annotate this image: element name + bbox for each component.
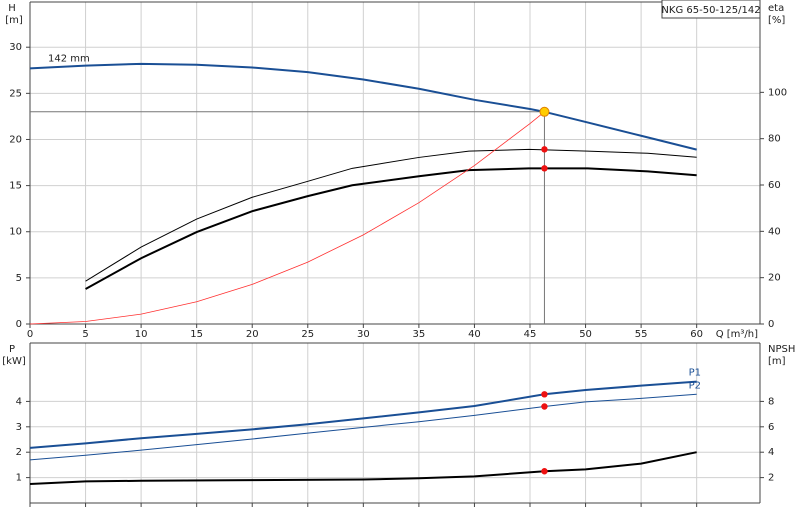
duty-point	[541, 146, 548, 153]
y-tick-label: 10	[9, 227, 22, 238]
y2-tick-label: 100	[768, 87, 787, 98]
x-tick-label: 10	[135, 329, 148, 340]
x-tick-label: 45	[524, 329, 537, 340]
curve-label: P1	[689, 368, 701, 379]
y2-tick-label: 40	[768, 226, 781, 237]
title-box	[661, 0, 761, 19]
y2-axis-unit: [%]	[768, 15, 785, 26]
y-tick-label: 15	[9, 181, 22, 192]
x-tick-label: 35	[413, 329, 426, 340]
y-axis-label: P	[9, 344, 15, 355]
y2-tick-label: 0	[768, 319, 774, 330]
y2-axis-label: NPSH	[768, 344, 795, 355]
curve	[29, 451, 697, 485]
duty-point	[541, 391, 548, 398]
x-tick-label: 25	[301, 329, 314, 340]
duty-point	[541, 403, 548, 410]
duty-point	[541, 165, 548, 172]
x-tick-label: 50	[579, 329, 592, 340]
x-tick-label: 60	[690, 329, 703, 340]
x-tick-label: 0	[27, 329, 33, 340]
y2-tick-label: 80	[768, 134, 781, 145]
x-tick-label: 15	[190, 329, 203, 340]
y-tick-label: 25	[9, 88, 22, 99]
y2-tick-label: 2	[768, 473, 774, 484]
x-tick-label: 40	[468, 329, 481, 340]
operating-point	[539, 106, 550, 117]
x-tick-label: 5	[82, 329, 88, 340]
y-tick-label: 30	[9, 42, 22, 53]
y-axis-label: H	[8, 3, 16, 14]
y2-tick-label: 60	[768, 180, 781, 191]
y-tick-label: 0	[16, 319, 22, 330]
y-tick-label: 3	[16, 422, 22, 433]
y2-axis-label: eta	[768, 3, 784, 14]
y-axis-unit: [kW]	[2, 356, 26, 367]
curve	[29, 62, 697, 151]
y-axis-unit: [m]	[5, 15, 23, 26]
y2-tick-label: 8	[768, 396, 774, 407]
chart-title: NKG 65-50-125/142	[661, 5, 760, 16]
x-axis-label: Q [m³/h]	[716, 329, 758, 340]
y-tick-label: 1	[16, 473, 22, 484]
y-tick-label: 2	[16, 447, 22, 458]
curve-label: 142 mm	[48, 53, 90, 64]
y2-axis-unit: [m]	[768, 356, 786, 367]
x-tick-label: 55	[635, 329, 648, 340]
y2-tick-label: 20	[768, 273, 781, 284]
duty-point	[541, 468, 548, 475]
curve	[29, 393, 697, 461]
curve	[29, 111, 545, 325]
curve	[85, 167, 697, 290]
y2-tick-label: 4	[768, 447, 774, 458]
curve	[85, 148, 697, 282]
y-tick-label: 20	[9, 134, 22, 145]
curve	[29, 380, 697, 449]
x-tick-label: 20	[246, 329, 259, 340]
y-tick-label: 4	[16, 396, 22, 407]
y-tick-label: 5	[16, 273, 22, 284]
y2-tick-label: 6	[768, 422, 774, 433]
curve-label: P2	[689, 380, 701, 391]
x-tick-label: 30	[357, 329, 370, 340]
